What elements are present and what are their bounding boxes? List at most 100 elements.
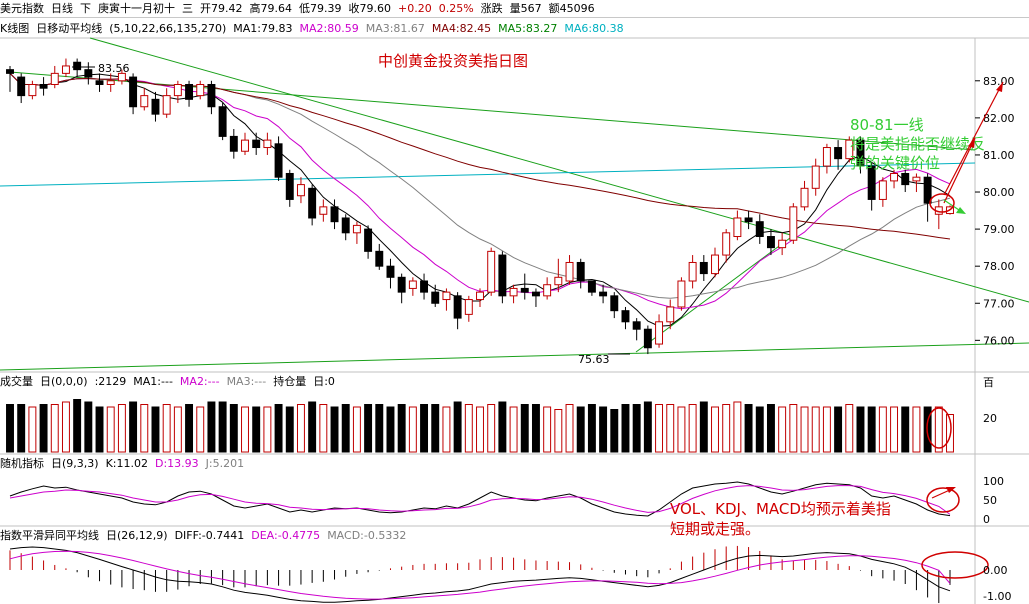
- vol-ma1: MA1:---: [133, 375, 173, 388]
- volume-bar: [162, 404, 171, 453]
- macd-params: 日(26,12,9): [106, 529, 168, 542]
- volume-bar: [431, 404, 440, 453]
- candle-body: [587, 280, 596, 293]
- price-tick-label: 76.00: [983, 334, 1015, 347]
- volume-bar: [61, 401, 70, 453]
- volume-bar: [666, 404, 675, 453]
- volume-bar: [722, 404, 731, 453]
- kdj-label[interactable]: 随机指标: [0, 457, 44, 470]
- volume-bar: [643, 401, 652, 453]
- kdj-arrow: [931, 488, 953, 499]
- candle-body: [375, 250, 384, 267]
- kline-label[interactable]: K线图: [0, 22, 30, 35]
- candle-body: [397, 276, 406, 293]
- high-price: 高79.64: [249, 2, 293, 15]
- macd-dea-line: [9, 550, 951, 600]
- volume-bar: [834, 406, 843, 453]
- volume-bar: [95, 406, 104, 453]
- ma2-value: MA2:80.59: [299, 22, 359, 35]
- high-mark-label: 83.56: [98, 62, 130, 75]
- kdj-circle: [926, 487, 960, 513]
- volume-bar: [73, 399, 82, 453]
- open-interest-params: 日:0: [313, 375, 335, 388]
- volume-bar: [207, 401, 216, 453]
- macd-macd: MACD:-0.5332: [327, 529, 407, 542]
- vol-ma3: MA3:---: [226, 375, 267, 388]
- volume-bar: [6, 404, 14, 453]
- volume-bar: [117, 404, 126, 453]
- arrow-up-long: [943, 81, 1004, 196]
- candle-body: [364, 228, 373, 252]
- ma-line-10: [9, 73, 951, 310]
- volume-bar: [822, 406, 831, 453]
- volume-circle: [926, 407, 952, 449]
- macd-tick-neg1: -1.00: [983, 590, 1011, 603]
- volume-bar: [364, 404, 373, 453]
- candle-body: [431, 291, 440, 304]
- candle-body: [453, 295, 462, 319]
- ma-indicator-name[interactable]: 日移动平均线: [36, 22, 103, 35]
- ma3-value: MA3:81.67: [365, 22, 425, 35]
- candle-body: [923, 176, 932, 204]
- candle-body: [677, 280, 686, 308]
- candle-body: [408, 280, 417, 289]
- candle-body: [151, 98, 160, 115]
- volume-bar: [274, 404, 283, 453]
- volume-bar: [733, 401, 742, 453]
- kdj-tick-100: 100: [983, 475, 1004, 488]
- arrow-green: [943, 199, 963, 213]
- volume-bar: [330, 406, 339, 453]
- kdj-indicator-bar: 随机指标 日(9,3,3) K:11.02 D:13.93 J:5.201: [0, 455, 1029, 472]
- arrow-up-short-head: [968, 138, 975, 148]
- candle-body: [173, 83, 182, 97]
- quote-header: 美元指数 日线下庚寅十一月初十三开79.42 高79.64 低79.39 收79.60 +…: [0, 0, 1029, 18]
- candle-body: [241, 139, 249, 152]
- volume-bar: [711, 406, 719, 453]
- volume-bar: [453, 401, 462, 453]
- moving-average-lines: [9, 73, 951, 327]
- candle-body: [106, 80, 115, 85]
- volume-bar: [655, 404, 664, 453]
- candle-body: [610, 295, 619, 312]
- volume-bar: [173, 406, 182, 453]
- candle-body: [476, 291, 484, 301]
- period-label[interactable]: 日线: [51, 2, 73, 15]
- candle-body: [711, 254, 719, 275]
- macd-label[interactable]: 指数平滑异同平均线: [0, 529, 99, 542]
- candle-body: [688, 261, 697, 282]
- lunar-date: 庚寅十一月初十: [98, 2, 175, 15]
- kdj-j: J:5.201: [205, 457, 245, 470]
- price-tick-label: 81.00: [983, 149, 1015, 162]
- volume-bar: [442, 406, 451, 453]
- volume-bar: [263, 406, 272, 453]
- candle-body: [946, 206, 954, 215]
- candlesticks: [6, 58, 954, 355]
- volume-label[interactable]: 成交量: [0, 375, 33, 388]
- candle-body: [811, 165, 820, 189]
- price-circle: [929, 193, 955, 213]
- arrow-up-short: [943, 137, 976, 204]
- volume-bar: [699, 401, 708, 453]
- instrument-name: 美元指数: [0, 2, 44, 15]
- volume-bar: [241, 406, 249, 453]
- volume-bar: [84, 401, 93, 453]
- volume-bar: [464, 404, 473, 453]
- candle-body: [487, 250, 496, 293]
- ma-indicator-bar: K线图 日移动平均线 (5,10,22,66,135,270) MA1:79.83 MA…: [0, 20, 1029, 37]
- candle-body: [878, 180, 887, 200]
- volume-bar: [39, 404, 48, 453]
- key-level-note-2: 将是美指能否继续反: [850, 135, 985, 153]
- macd-circle: [921, 551, 989, 579]
- candle-body: [822, 147, 831, 167]
- volume-bar: [375, 404, 384, 453]
- trendline-down-1: [89, 37, 1029, 303]
- volume-bar: [229, 404, 238, 453]
- candle-body: [565, 261, 574, 282]
- price-tick-label: 83.00: [983, 75, 1015, 88]
- volume-bar: [252, 406, 261, 453]
- candle-body: [117, 72, 126, 82]
- kdj-tick-0: 0: [983, 513, 990, 526]
- volume-indicator-bar: 成交量 日(0,0,0):2129 MA1:--- MA2:--- MA3:--- 持仓量…: [0, 373, 1029, 390]
- candle-body: [28, 83, 37, 97]
